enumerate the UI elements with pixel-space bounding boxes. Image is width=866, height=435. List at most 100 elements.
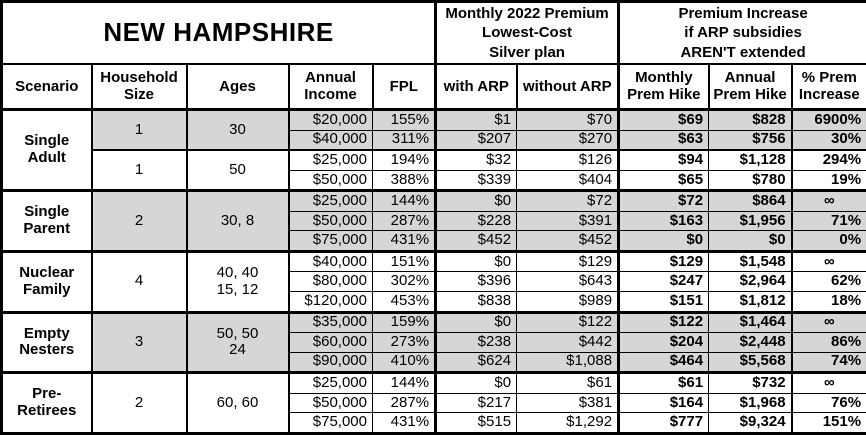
without-arp-cell: $1,088 <box>516 351 621 374</box>
with-arp-cell: $0 <box>435 249 518 273</box>
annual-hike-cell: $2,448 <box>708 332 793 353</box>
without-arp-cell: $442 <box>516 332 621 353</box>
col-header-without-arp: without ARP <box>515 62 621 111</box>
table-row: Empty Nesters 3 50, 50 24 $35,000 159% $0 $122… <box>1 310 866 374</box>
fpl-cell: 431% <box>371 412 438 434</box>
income-cell: $50,000 <box>288 210 373 232</box>
income-cell: $40,000 <box>288 249 373 273</box>
premium-group-header: Monthly 2022 Premium Lowest-Cost Silver … <box>435 1 621 65</box>
income-cell: $60,000 <box>288 332 373 353</box>
with-arp-cell: $339 <box>435 169 518 192</box>
pct-increase-cell: 19% <box>791 169 866 192</box>
scenario-cell: Single Adult <box>1 107 93 192</box>
with-arp-cell: $217 <box>435 392 518 414</box>
fpl-cell: 453% <box>371 290 438 313</box>
pct-increase-cell: ∞ <box>791 371 866 394</box>
pct-increase-cell: 151% <box>791 412 866 434</box>
annual-hike-cell: $2,964 <box>708 271 793 292</box>
without-arp-cell: $643 <box>516 271 621 292</box>
col-header-household-size: Household Size <box>90 62 188 111</box>
pct-increase-cell: 294% <box>791 149 866 171</box>
without-arp-cell: $129 <box>516 249 621 273</box>
pct-increase-cell: 74% <box>791 351 866 374</box>
fpl-cell: 302% <box>371 271 438 292</box>
pct-increase-cell: 0% <box>791 230 866 252</box>
fpl-cell: 151% <box>371 249 438 273</box>
table-row: $60,000 273% $238 $442 $204 $2,448 86% <box>2 332 866 353</box>
annual-hike-cell: $780 <box>708 169 793 192</box>
monthly-hike-cell: $151 <box>618 290 710 313</box>
household-size-cell: 4 <box>91 249 188 313</box>
col-header-monthly-prem-hike: Monthly Prem Hike <box>617 62 710 111</box>
fpl-cell: 311% <box>371 129 438 151</box>
household-size-cell: 2 <box>91 189 188 252</box>
with-arp-cell: $1 <box>435 108 518 131</box>
annual-hike-cell: $0 <box>708 230 793 252</box>
income-cell: $50,000 <box>288 169 373 192</box>
household-size-cell: 1 <box>91 108 188 151</box>
household-size-cell: 3 <box>91 310 188 374</box>
increase-group-header: Premium Increase if ARP subsidies AREN'T… <box>618 1 866 65</box>
col-header-annual-prem-hike: Annual Prem Hike <box>707 62 793 111</box>
with-arp-cell: $0 <box>435 371 518 394</box>
monthly-hike-cell: $72 <box>618 189 710 212</box>
fpl-cell: 144% <box>371 371 438 394</box>
monthly-hike-cell: $129 <box>618 249 710 273</box>
fpl-cell: 287% <box>371 210 438 232</box>
monthly-hike-cell: $163 <box>618 210 710 232</box>
without-arp-cell: $122 <box>516 310 621 334</box>
without-arp-cell: $126 <box>516 149 621 171</box>
scenario-cell: Single Parent <box>1 189 93 252</box>
ages-cell: 40, 40 15, 12 <box>186 249 290 313</box>
monthly-hike-cell: $122 <box>618 310 710 334</box>
income-cell: $35,000 <box>288 310 373 334</box>
annual-hike-cell: $1,128 <box>708 149 793 171</box>
annual-hike-cell: $756 <box>708 129 793 151</box>
annual-hike-cell: $1,956 <box>708 210 793 232</box>
without-arp-cell: $989 <box>516 290 621 313</box>
scenario-cell: Nuclear Family <box>1 249 93 313</box>
column-header-row: Scenario Household Size Ages Annual Inco… <box>0 62 866 111</box>
monthly-hike-cell: $69 <box>618 108 710 131</box>
without-arp-cell: $1,292 <box>516 412 621 434</box>
table-row: Single Adult 1 30 $20,000 155% $1 $70 $69 $828 69… <box>1 107 866 192</box>
income-cell: $75,000 <box>288 230 373 252</box>
with-arp-cell: $515 <box>435 412 518 434</box>
ages-cell: 60, 60 <box>186 371 290 434</box>
fpl-cell: 155% <box>371 108 438 131</box>
income-cell: $20,000 <box>288 108 373 131</box>
fpl-cell: 431% <box>371 230 438 252</box>
monthly-hike-cell: $0 <box>618 230 710 252</box>
table-row: $50,000 287% $217 $381 $164 $1,968 76% <box>2 392 866 414</box>
income-cell: $120,000 <box>288 290 373 313</box>
col-header-with-arp: with ARP <box>434 62 518 111</box>
pct-increase-cell: ∞ <box>791 189 866 212</box>
pct-increase-cell: ∞ <box>791 249 866 273</box>
annual-hike-cell: $1,548 <box>708 249 793 273</box>
pct-increase-cell: 30% <box>791 129 866 151</box>
income-cell: $40,000 <box>288 129 373 151</box>
fpl-cell: 144% <box>371 189 438 212</box>
table-row: $50,000 388% $339 $404 $65 $780 19% <box>2 169 866 192</box>
scenario-cell: Pre- Retirees <box>1 371 93 434</box>
table-row: Single Parent 2 30, 8 $25,000 144% $0 $72 $72 $8… <box>1 189 866 252</box>
annual-hike-cell: $732 <box>708 371 793 394</box>
household-size-cell: 2 <box>91 371 188 434</box>
pct-increase-cell: 86% <box>791 332 866 353</box>
table-row: Nuclear Family 4 40, 40 15, 12 $40,000 151% $… <box>1 249 866 313</box>
table-row: $75,000 431% $452 $452 $0 $0 0% <box>2 230 866 252</box>
fpl-cell: 159% <box>371 310 438 334</box>
income-cell: $25,000 <box>288 189 373 212</box>
annual-hike-cell: $864 <box>708 189 793 212</box>
monthly-hike-cell: $65 <box>618 169 710 192</box>
without-arp-cell: $381 <box>516 392 621 414</box>
monthly-hike-cell: $63 <box>618 129 710 151</box>
income-cell: $25,000 <box>288 371 373 394</box>
with-arp-cell: $0 <box>435 310 518 334</box>
pct-increase-cell: 18% <box>791 290 866 313</box>
page-title: NEW HAMPSHIRE <box>0 1 438 65</box>
col-header-annual-income: Annual Income <box>287 62 374 111</box>
ages-cell: 50 <box>186 149 290 192</box>
table-row: Pre- Retirees 2 60, 60 $25,000 144% $0 $61 $61 $… <box>1 371 866 434</box>
